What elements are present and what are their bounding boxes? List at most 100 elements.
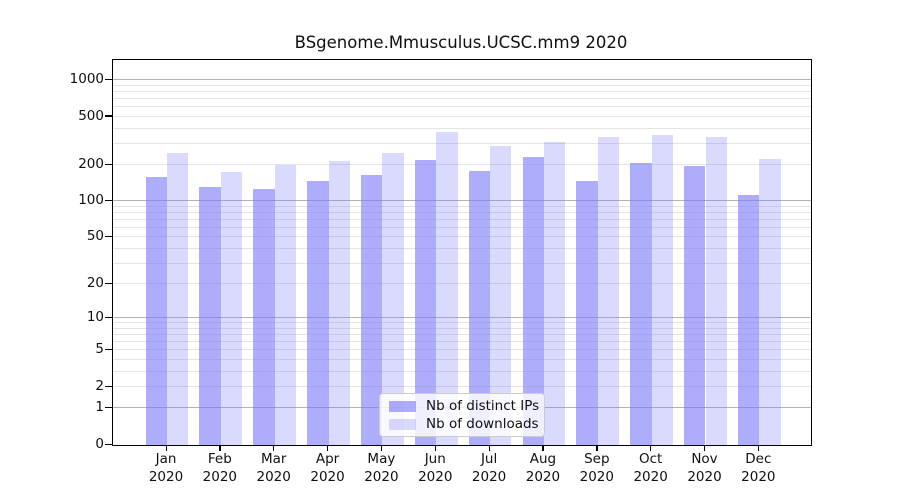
x-tick-label-dec: Dec 2020 [730,451,786,486]
x-tick-year: 2020 [148,468,184,485]
x-tick-year: 2020 [687,468,722,485]
gridline-minor-20 [113,283,811,285]
gridline-minor-7 [113,334,811,336]
gridline-minor-50 [113,236,811,238]
legend-label-downloads: Nb of downloads [426,416,539,432]
x-tick-mark-jan [165,445,167,451]
bar-distinct-ips-dec [737,195,760,445]
y-tick-mark-100 [105,199,112,202]
x-tick-label-apr: Apr 2020 [300,451,356,486]
y-tick-mark-200 [105,163,112,165]
y-tick-label-5: 5 [95,341,104,358]
gridline-minor-400 [113,127,811,129]
gridline-minor-900 [113,84,811,86]
x-tick-month: Apr [315,451,340,467]
legend-swatch-downloads [389,418,416,430]
bar-distinct-ips-mar [253,189,275,445]
x-tick-year: 2020 [202,468,238,485]
gridline-minor-70 [113,219,811,220]
x-tick-label-may: May 2020 [353,451,409,486]
x-tick-label-mar: Mar 2020 [246,451,302,486]
bar-downloads-feb [220,171,243,445]
x-tick-label-sep: Sep 2020 [569,451,625,486]
bar-downloads-oct [651,135,674,445]
x-tick-month: Jul [480,451,498,467]
bar-downloads-apr [328,160,350,445]
gridline-minor-3 [113,370,811,372]
gridline-minor-30 [113,262,811,264]
gridline-minor-600 [113,106,811,108]
bar-distinct-ips-may [361,175,383,445]
x-tick-label-oct: Oct 2020 [623,451,679,486]
plot-area [112,59,812,446]
x-tick-year: 2020 [256,468,291,485]
x-tick-month: Jun [424,451,446,467]
gridline-minor-2 [113,386,811,388]
x-tick-year: 2020 [418,468,453,485]
gridline-minor-40 [113,247,811,249]
x-tick-mark-dec [757,445,760,451]
x-tick-mark-aug [542,445,544,451]
y-tick-mark-10 [105,316,112,319]
x-tick-label-jul: Jul 2020 [461,451,517,486]
legend-row-downloads: Nb of downloads [389,416,539,432]
y-tick-mark-0 [105,443,112,445]
x-tick-month: Mar [260,451,287,467]
bar-distinct-ips-feb [199,186,221,445]
y-tick-mark-2 [105,385,112,387]
x-tick-mark-sep [596,445,598,451]
bar-distinct-ips-oct [630,163,652,445]
y-tick-mark-50 [105,235,112,238]
x-tick-mark-may [380,445,383,451]
x-tick-label-nov: Nov 2020 [677,451,733,486]
x-tick-month: Sep [584,451,610,467]
y-tick-mark-1 [105,406,112,409]
bar-downloads-sep [597,137,620,445]
y-tick-label-500: 500 [78,107,104,124]
x-tick-label-aug: Aug 2020 [515,451,571,486]
y-tick-mark-1000 [105,78,112,81]
x-tick-mark-apr [327,445,329,451]
gridline-minor-200 [113,164,811,166]
bar-downloads-mar [274,165,297,445]
gridline-major-1000 [113,79,811,81]
y-tick-label-20: 20 [86,275,104,292]
x-tick-label-feb: Feb 2020 [192,451,248,486]
x-tick-mark-mar [273,445,275,451]
bar-distinct-ips-aug [522,157,544,445]
x-tick-year: 2020 [471,468,507,485]
y-tick-label-0: 0 [95,436,104,452]
bar-distinct-ips-jun [414,160,437,445]
x-tick-mark-jul [488,445,490,451]
x-tick-month: May [367,451,396,467]
x-tick-year: 2020 [310,468,345,485]
gridline-minor-300 [113,142,811,144]
x-tick-month: Feb [207,451,232,467]
bar-downloads-aug [543,141,566,445]
bar-distinct-ips-jan [145,176,167,445]
bar-downloads-may [382,152,404,445]
gridline-minor-4 [113,359,811,361]
x-tick-month: Dec [745,451,772,467]
gridline-minor-90 [113,205,811,207]
x-tick-year: 2020 [633,468,668,485]
x-tick-month: Jan [155,451,177,467]
bar-downloads-dec [759,158,781,445]
bar-downloads-nov [705,137,727,445]
gridline-major-10 [113,317,811,319]
chart-title: BSgenome.Mmusculus.UCSC.mm9 2020 [294,33,628,52]
gridline-minor-80 [113,212,811,214]
y-tick-label-10: 10 [86,309,104,326]
gridline-major-100 [113,200,811,202]
legend: Nb of distinct IPs Nb of downloads [379,393,545,437]
x-tick-year: 2020 [364,468,399,485]
bar-downloads-jun [436,132,458,445]
y-tick-label-2: 2 [95,378,104,394]
y-tick-label-100: 100 [78,192,104,209]
gridline-minor-6 [113,341,811,343]
bar-downloads-jan [167,153,189,445]
gridline-minor-60 [113,227,811,229]
y-tick-mark-5 [105,348,112,351]
y-tick-label-1000: 1000 [69,71,104,88]
